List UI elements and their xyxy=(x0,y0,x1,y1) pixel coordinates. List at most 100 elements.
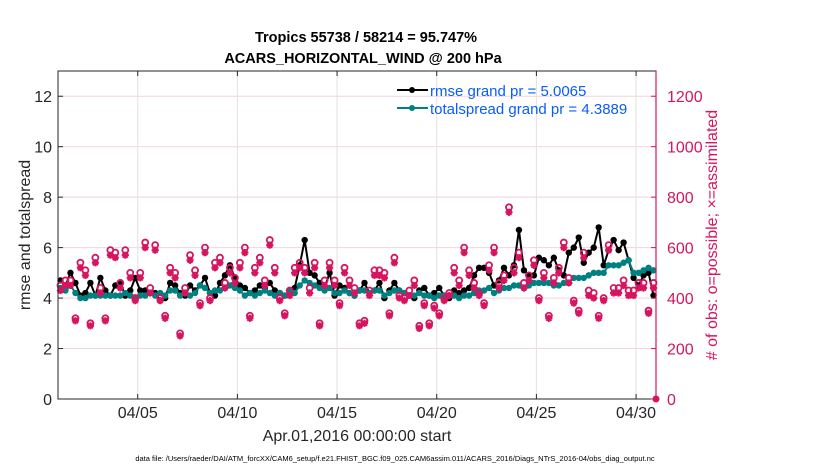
rmse-point xyxy=(640,272,647,279)
assimilated-obs-marker xyxy=(86,322,94,330)
assimilated-obs-marker xyxy=(335,302,344,310)
y-tick-label: 0 xyxy=(43,392,52,409)
totalspread-point xyxy=(191,289,199,297)
assimilated-obs-marker xyxy=(440,297,448,305)
assimilated-obs-marker xyxy=(555,269,563,277)
totalspread-point xyxy=(331,289,338,297)
rmse-point xyxy=(201,274,209,282)
assimilated-obs-marker xyxy=(550,279,558,287)
assimilated-obs-marker xyxy=(560,244,568,252)
rmse-point xyxy=(132,274,139,282)
rmse-point xyxy=(311,272,318,279)
rmse-point xyxy=(595,224,602,231)
rmse-point xyxy=(326,269,333,277)
assimilated-obs-marker xyxy=(246,314,254,322)
totalspread-point xyxy=(171,287,179,294)
assimilated-obs-marker xyxy=(610,289,618,297)
y-tick-label: 2 xyxy=(43,342,52,359)
assimilated-obs-marker xyxy=(71,317,80,325)
rmse-point xyxy=(470,272,478,279)
totalspread-point xyxy=(87,292,94,299)
x-axis-label: Apr.01,2016 00:00:00 start xyxy=(263,428,452,445)
assimilated-obs-marker xyxy=(405,291,413,300)
totalspread-point xyxy=(640,267,647,274)
rmse-point xyxy=(271,287,278,294)
assimilated-obs-marker xyxy=(340,269,349,277)
assimilated-obs-marker xyxy=(355,322,364,330)
rmse-point xyxy=(336,282,343,289)
totalspread-point xyxy=(251,292,259,299)
rmse-point xyxy=(650,292,657,299)
totalspread-point xyxy=(600,269,607,277)
legend-marker-rmse xyxy=(409,87,415,93)
totalspread-point xyxy=(540,279,548,287)
assimilated-obs-marker xyxy=(226,269,234,277)
totalspread-point xyxy=(376,287,383,294)
assimilated-obs-marker xyxy=(261,281,269,290)
rmse-point xyxy=(431,289,438,297)
x-tick-label: 04/15 xyxy=(317,405,357,422)
assimilated-obs-marker xyxy=(231,279,239,287)
totalspread-point xyxy=(231,284,239,292)
y-right-tick-label: 400 xyxy=(667,291,694,308)
assimilated-obs-marker xyxy=(91,259,99,267)
totalspread-point xyxy=(336,289,343,297)
totalspread-point xyxy=(490,289,498,297)
assimilated-obs-marker xyxy=(76,264,85,272)
assimilated-obs-marker xyxy=(530,261,538,269)
rmse-point xyxy=(575,234,582,241)
assimilated-obs-marker xyxy=(420,302,428,310)
assimilated-obs-marker xyxy=(495,284,503,292)
y-tick-label: 10 xyxy=(34,140,52,157)
assimilated-obs-marker xyxy=(605,246,613,254)
assimilated-obs-marker xyxy=(126,274,134,282)
totalspread-point xyxy=(620,259,627,266)
assimilated-obs-marker xyxy=(256,259,264,267)
rmse-point xyxy=(241,284,249,292)
assimilated-obs-marker xyxy=(500,276,508,285)
totalspread-point xyxy=(166,287,174,294)
assimilated-obs-marker xyxy=(370,271,379,279)
y-right-tick-label: 0 xyxy=(667,392,676,409)
totalspread-point xyxy=(421,292,428,299)
totalspread-point xyxy=(246,289,254,297)
x-tick-label: 04/30 xyxy=(616,405,656,422)
x-tick-label: 04/20 xyxy=(417,405,457,422)
assimilated-obs-marker xyxy=(96,289,104,297)
assimilated-obs-marker xyxy=(306,289,314,297)
assimilated-obs-marker xyxy=(121,251,129,259)
rmse-point xyxy=(171,282,179,289)
assimilated-obs-marker xyxy=(395,294,403,302)
totalspread-point xyxy=(72,289,79,297)
assimilated-obs-marker xyxy=(330,281,339,290)
assimilated-obs-marker xyxy=(490,249,498,257)
assimilated-obs-marker xyxy=(296,264,304,272)
legend-item-totalspread: totalspread grand pr = 4.3889 xyxy=(397,101,627,118)
totalspread-point xyxy=(341,287,348,294)
y-axis-label-right: # of obs: o=possible; ×=assimilated xyxy=(704,110,721,360)
totalspread-point xyxy=(211,287,219,294)
assimilated-obs-marker xyxy=(131,297,139,305)
assimilated-obs-marker xyxy=(325,264,334,272)
assimilated-obs-marker xyxy=(575,309,583,317)
totalspread-point xyxy=(112,292,119,299)
assimilated-obs-marker xyxy=(151,246,159,254)
totalspread-point xyxy=(196,282,204,289)
rmse-point xyxy=(600,262,607,269)
rmse-point xyxy=(465,284,473,292)
totalspread-point xyxy=(391,287,398,294)
totalspread-point xyxy=(201,284,209,292)
assimilated-obs-marker xyxy=(455,281,463,290)
rmse-point xyxy=(82,289,89,297)
totalspread-point xyxy=(381,292,388,299)
totalspread-point xyxy=(321,287,328,294)
assimilated-obs-marker xyxy=(350,289,359,297)
x-tick-label: 04/05 xyxy=(118,405,158,422)
assimilated-obs-marker xyxy=(271,269,279,277)
assimilated-obs-marker xyxy=(276,297,284,305)
totalspread-point xyxy=(635,269,642,277)
assimilated-obs-marker xyxy=(475,291,483,300)
totalspread-point xyxy=(535,279,543,287)
totalspread-point xyxy=(426,292,433,299)
